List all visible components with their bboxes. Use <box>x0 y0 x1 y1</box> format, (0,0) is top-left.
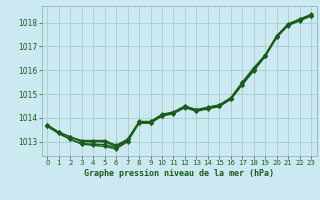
X-axis label: Graphe pression niveau de la mer (hPa): Graphe pression niveau de la mer (hPa) <box>84 169 274 178</box>
